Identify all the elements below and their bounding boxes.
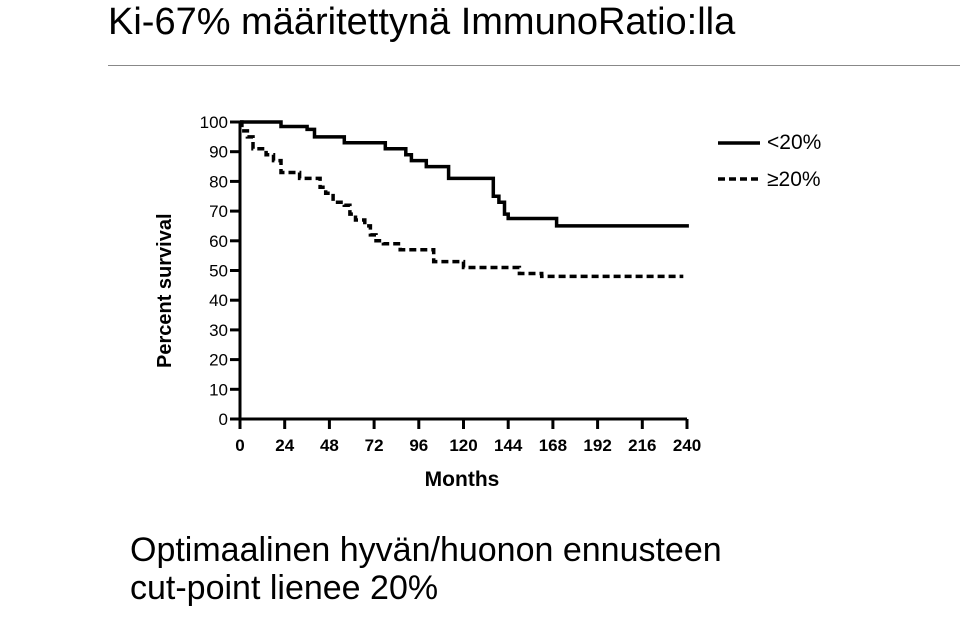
caption-line-2: cut-point lienee 20% [130,569,439,607]
x-tick-label: 168 [539,436,567,455]
x-tick-label: 96 [409,436,428,455]
y-tick-label: 40 [209,291,228,310]
y-tick-label: 90 [209,143,228,162]
caption-line-1: Optimaalinen hyvän/huonon ennusteen [130,531,722,569]
chart-legend [718,141,760,181]
slide-caption: Optimaalinen hyvän/huonon ennusteen cut-… [130,531,722,607]
x-tick-label: 72 [365,436,384,455]
y-tick-label: 30 [209,321,228,340]
y-tick-label: 20 [209,351,228,370]
y-tick-label: 10 [209,380,228,399]
y-tick-label: 70 [209,202,228,221]
x-tick-label: 0 [235,436,244,455]
x-tick-label: 24 [275,436,294,455]
y-tick-label: 100 [200,113,228,132]
y-tick-label: 60 [209,232,228,251]
y-tick-label: 0 [219,410,228,429]
x-tick-label: 48 [320,436,339,455]
series-line-below-20 [240,120,689,228]
series-line-20-or-more [240,120,684,279]
title-divider [108,65,960,66]
slide-title: Ki-67% määritettynä ImmunoRatio:lla [108,1,736,43]
y-tick-label: 50 [209,262,228,281]
chart-series [240,120,689,279]
y-tick-label: 80 [209,172,228,191]
legend-label-20-or-more: ≥20% [767,168,821,191]
x-tick-label: 240 [673,436,701,455]
legend-label-below-20: <20% [767,131,822,154]
x-tick-label: 216 [628,436,656,455]
x-axis-label: Months [425,468,500,491]
x-tick-label: 120 [449,436,477,455]
x-tick-label: 144 [494,436,523,455]
x-tick-label: 192 [583,436,611,455]
chart-axes: 0 10 20 30 40 50 60 70 80 90 100 0 24 48 72 96 120 144 168… [200,113,702,455]
